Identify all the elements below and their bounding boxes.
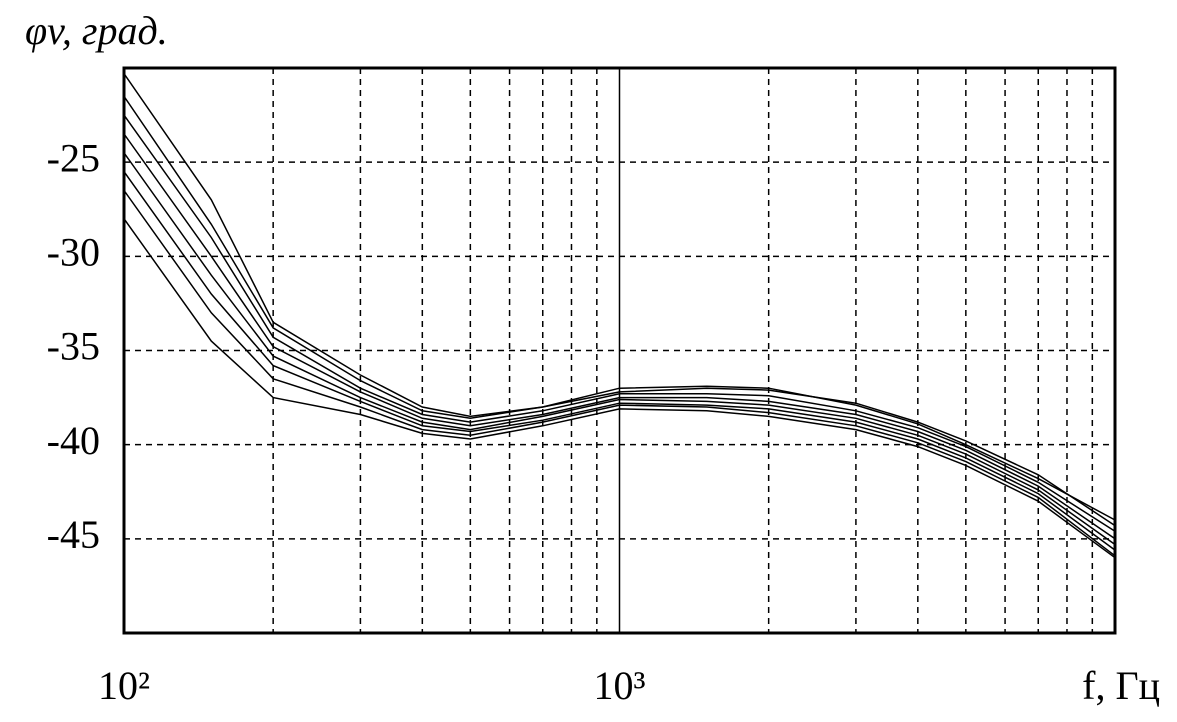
x-tick-label: 10³ xyxy=(594,663,646,708)
y-tick-label: -30 xyxy=(47,230,100,275)
x-axis-label: f, Гц xyxy=(1082,663,1160,708)
series-line xyxy=(123,95,1116,521)
plot-frame xyxy=(122,66,1117,635)
y-tick-label: -35 xyxy=(47,324,100,369)
series-line xyxy=(123,171,1116,551)
series-line xyxy=(123,218,1116,559)
series-line xyxy=(123,133,1116,540)
y-tick-label: -40 xyxy=(47,418,100,463)
series-line xyxy=(123,114,1116,532)
y-axis-label: φv, град. xyxy=(25,8,168,53)
y-tick-label: -25 xyxy=(47,135,100,180)
series-line xyxy=(123,189,1116,557)
x-tick-label: 10² xyxy=(98,663,150,708)
series-line xyxy=(123,73,1116,527)
series-line xyxy=(123,152,1116,546)
y-tick-label: -45 xyxy=(47,512,100,557)
